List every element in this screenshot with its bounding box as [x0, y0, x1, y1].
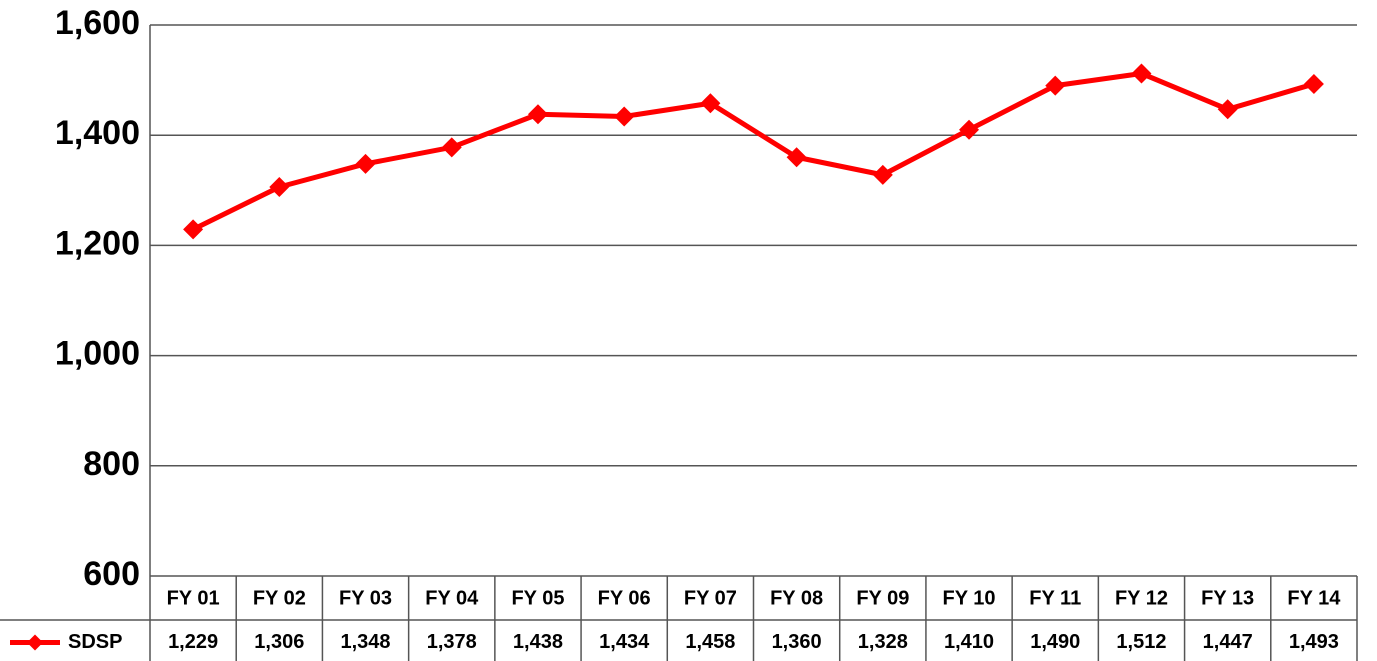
table-value: 1,328: [858, 631, 908, 653]
x-tick-label: FY 13: [1201, 587, 1254, 609]
marker: [441, 137, 462, 158]
y-tick-label: 600: [83, 555, 140, 593]
marker: [786, 147, 807, 168]
marker: [1303, 73, 1324, 94]
y-tick-label: 1,400: [55, 114, 140, 152]
x-tick-label: FY 11: [1029, 587, 1081, 609]
x-tick-label: FY 06: [598, 587, 651, 609]
y-tick-label: 1,600: [55, 4, 140, 42]
table-value: 1,458: [685, 631, 735, 653]
x-tick-label: FY 12: [1115, 587, 1168, 609]
table-value: 1,512: [1116, 631, 1166, 653]
series-line: [192, 70, 1315, 232]
y-tick-label: 1,200: [55, 224, 140, 262]
x-tick-label: FY 05: [511, 587, 564, 609]
table-value: 1,490: [1030, 631, 1080, 653]
table-value: 1,438: [513, 631, 563, 653]
marker: [614, 106, 635, 127]
y-tick-label: 1,000: [55, 335, 140, 373]
marker: [1217, 99, 1238, 120]
legend-marker: [27, 634, 43, 651]
table-value: 1,360: [772, 631, 822, 653]
x-tick-label: FY 02: [253, 587, 306, 609]
x-tick-label: FY 03: [339, 587, 392, 609]
marker: [700, 93, 721, 114]
x-tick-label: FY 14: [1287, 587, 1341, 609]
x-tick-label: FY 08: [770, 587, 823, 609]
marker: [183, 219, 204, 240]
y-tick-label: 800: [83, 445, 140, 483]
table-value: 1,229: [168, 631, 218, 653]
marker: [1131, 63, 1152, 84]
x-tick-label: FY 07: [684, 587, 737, 609]
marker: [269, 176, 290, 197]
table-value: 1,447: [1203, 631, 1253, 653]
table-value: 1,348: [341, 631, 391, 653]
marker: [872, 164, 893, 185]
table-value: 1,378: [427, 631, 477, 653]
x-tick-label: FY 04: [425, 587, 479, 609]
legend-label: SDSP: [68, 631, 122, 653]
x-tick-label: FY 09: [856, 587, 909, 609]
table-value: 1,493: [1289, 631, 1339, 653]
table-value: 1,410: [944, 631, 994, 653]
x-tick-label: FY 10: [943, 587, 996, 609]
marker: [355, 153, 376, 174]
marker: [527, 104, 548, 125]
table-value: 1,434: [599, 631, 650, 653]
table-value: 1,306: [254, 631, 304, 653]
x-tick-label: FY 01: [167, 587, 220, 609]
marker: [1045, 75, 1066, 96]
marker: [959, 119, 980, 140]
